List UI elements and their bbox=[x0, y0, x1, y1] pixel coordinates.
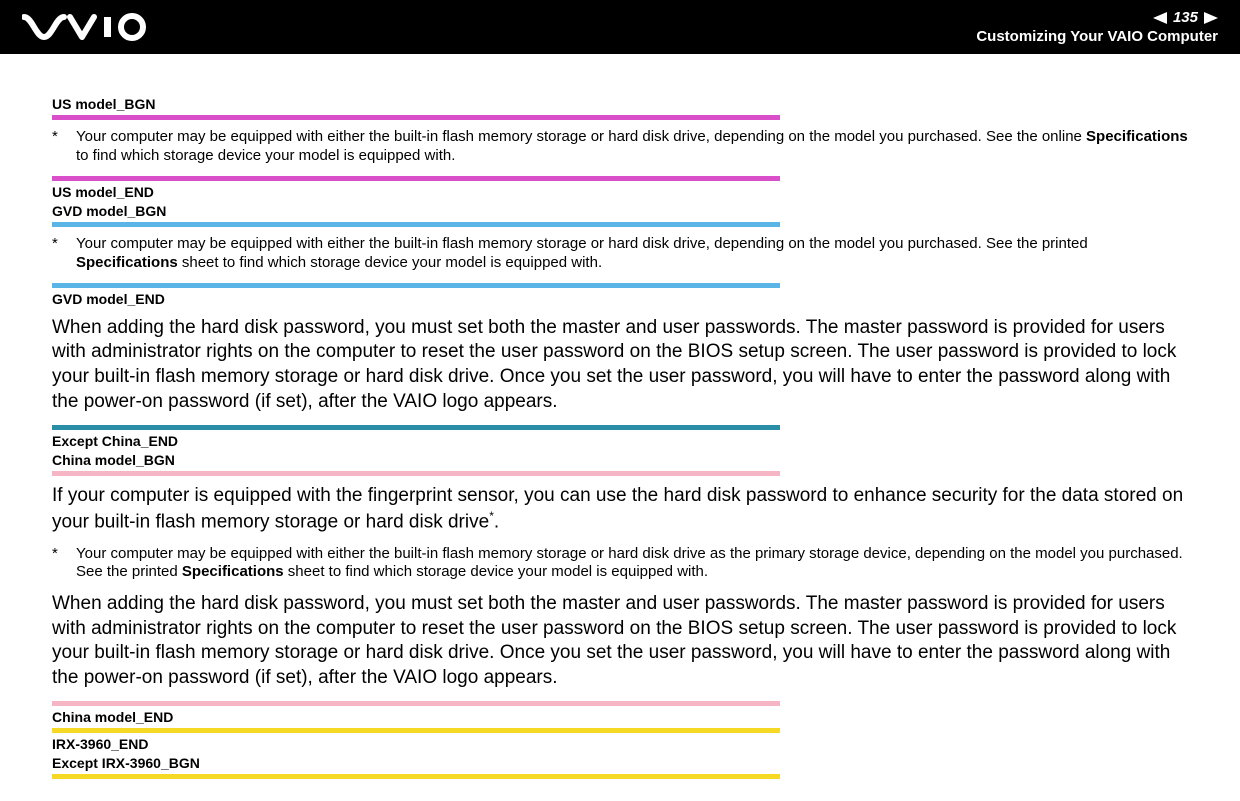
footnote: * Your computer may be equipped with eith… bbox=[52, 235, 1188, 273]
marker-bar bbox=[52, 701, 780, 706]
marker-bar bbox=[52, 222, 780, 227]
footnote-text: Your computer may be equipped with eithe… bbox=[76, 235, 1188, 273]
footnote: * Your computer may be equipped with eith… bbox=[52, 128, 1188, 166]
nav-prev-icon[interactable] bbox=[1153, 12, 1167, 24]
marker-label: China model_END bbox=[52, 708, 1188, 726]
marker-bar bbox=[52, 425, 780, 430]
marker-label: US model_BGN bbox=[52, 95, 1188, 113]
marker-bar bbox=[52, 115, 780, 120]
footnote-text: Your computer may be equipped with eithe… bbox=[76, 545, 1188, 583]
marker-bar bbox=[52, 471, 780, 476]
marker-bar bbox=[52, 774, 780, 779]
marker-label: Except China_END bbox=[52, 432, 1188, 450]
marker-label: Except IRX-3960_BGN bbox=[52, 754, 1188, 772]
marker-label: GVD model_END bbox=[52, 290, 1188, 308]
marker-label: GVD model_BGN bbox=[52, 202, 1188, 220]
marker-bar bbox=[52, 283, 780, 288]
marker-label: IRX-3960_END bbox=[52, 735, 1188, 753]
marker-label: US model_END bbox=[52, 183, 1188, 201]
nav-next-icon[interactable] bbox=[1204, 12, 1218, 24]
body-paragraph: If your computer is equipped with the fi… bbox=[52, 484, 1188, 535]
section-title: Customizing Your VAIO Computer bbox=[976, 28, 1218, 45]
marker-bar bbox=[52, 176, 780, 181]
footnote-text: Your computer may be equipped with eithe… bbox=[76, 128, 1188, 166]
body-paragraph: When adding the hard disk password, you … bbox=[52, 316, 1188, 415]
footnote-star: * bbox=[52, 128, 62, 166]
footnote-star: * bbox=[52, 235, 62, 273]
header-right: 135 Customizing Your VAIO Computer bbox=[976, 9, 1218, 45]
marker-label: China model_BGN bbox=[52, 451, 1188, 469]
page-content: US model_BGN * Your computer may be equipp… bbox=[0, 54, 1240, 801]
marker-bar bbox=[52, 728, 780, 733]
footnote: * Your computer may be equipped with eith… bbox=[52, 545, 1188, 583]
body-paragraph: When adding the hard disk password, you … bbox=[52, 592, 1188, 691]
page-header: 135 Customizing Your VAIO Computer bbox=[0, 0, 1240, 54]
page-number: 135 bbox=[1173, 9, 1198, 26]
vaio-logo bbox=[22, 13, 162, 41]
footnote-star: * bbox=[52, 545, 62, 583]
